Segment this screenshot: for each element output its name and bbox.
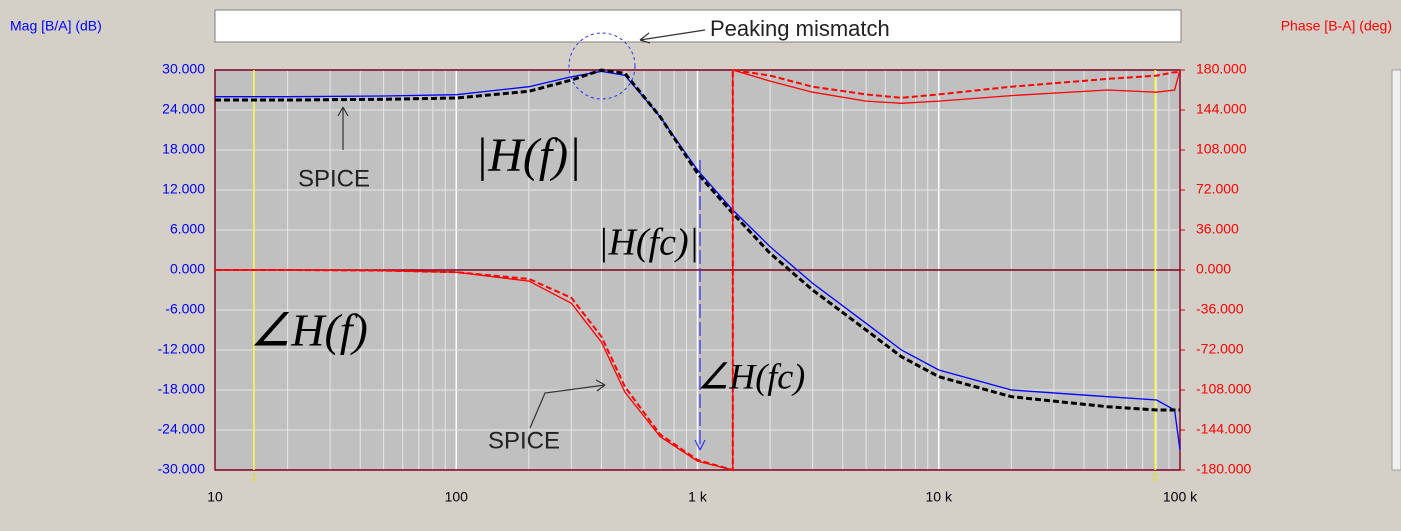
- x-tick-label: 100: [445, 489, 469, 505]
- y-tick-label: 0.000: [170, 261, 205, 277]
- y-tick-label: -18.000: [158, 381, 206, 397]
- y2-tick-label: 0.000: [1196, 261, 1231, 277]
- y2-tick-label: -108.000: [1196, 381, 1251, 397]
- x-tick-label: 1 k: [688, 489, 708, 505]
- annotation: |H(fc)|: [598, 222, 699, 264]
- annotation: |H(f)|: [475, 129, 581, 182]
- annotation: SPICE: [298, 165, 370, 192]
- y2-tick-label: -72.000: [1196, 341, 1244, 357]
- y2-tick-label: 36.000: [1196, 221, 1239, 237]
- arrow: [639, 29, 706, 44]
- y2-tick-label: 108.000: [1196, 141, 1247, 157]
- cursor-label: 2: [1153, 473, 1159, 484]
- y2-tick-label: 180.000: [1196, 61, 1247, 77]
- highlight-circle: [568, 32, 636, 100]
- y-tick-label: -6.000: [165, 301, 205, 317]
- y2-axis-label: Phase [B-A] (deg): [1281, 18, 1392, 34]
- title-box: [214, 9, 1182, 43]
- y2-tick-label: 144.000: [1196, 101, 1247, 117]
- scrollbar: [1391, 69, 1401, 471]
- y-tick-label: 12.000: [162, 181, 205, 197]
- y2-tick-label: -144.000: [1196, 421, 1251, 437]
- y2-tick-label: -180.000: [1196, 461, 1251, 477]
- series-line: [215, 68, 1180, 472]
- y-tick-label: -12.000: [158, 341, 206, 357]
- x-tick-label: 10 k: [926, 489, 953, 505]
- cursor-label: 1: [251, 473, 257, 484]
- annotation: SPICE: [488, 427, 560, 454]
- y-tick-label: -30.000: [158, 461, 206, 477]
- arrow: [694, 160, 706, 451]
- annotation: ∠H(f): [250, 305, 368, 356]
- arrow: [337, 106, 349, 150]
- x-tick-label: 100 k: [1163, 489, 1198, 505]
- y-tick-label: 18.000: [162, 141, 205, 157]
- y-tick-label: 24.000: [162, 101, 205, 117]
- x-tick-label: 10: [207, 489, 223, 505]
- arrow: [529, 379, 606, 429]
- y2-tick-label: 72.000: [1196, 181, 1239, 197]
- y-tick-label: 30.000: [162, 61, 205, 77]
- y2-tick-label: -36.000: [1196, 301, 1244, 317]
- y-tick-label: -24.000: [158, 421, 206, 437]
- y-axis-label: Mag [B/A] (dB): [10, 18, 102, 34]
- annotation: Peaking mismatch: [710, 16, 890, 41]
- annotation: ∠H(fc): [697, 356, 805, 396]
- y-tick-label: 6.000: [170, 221, 205, 237]
